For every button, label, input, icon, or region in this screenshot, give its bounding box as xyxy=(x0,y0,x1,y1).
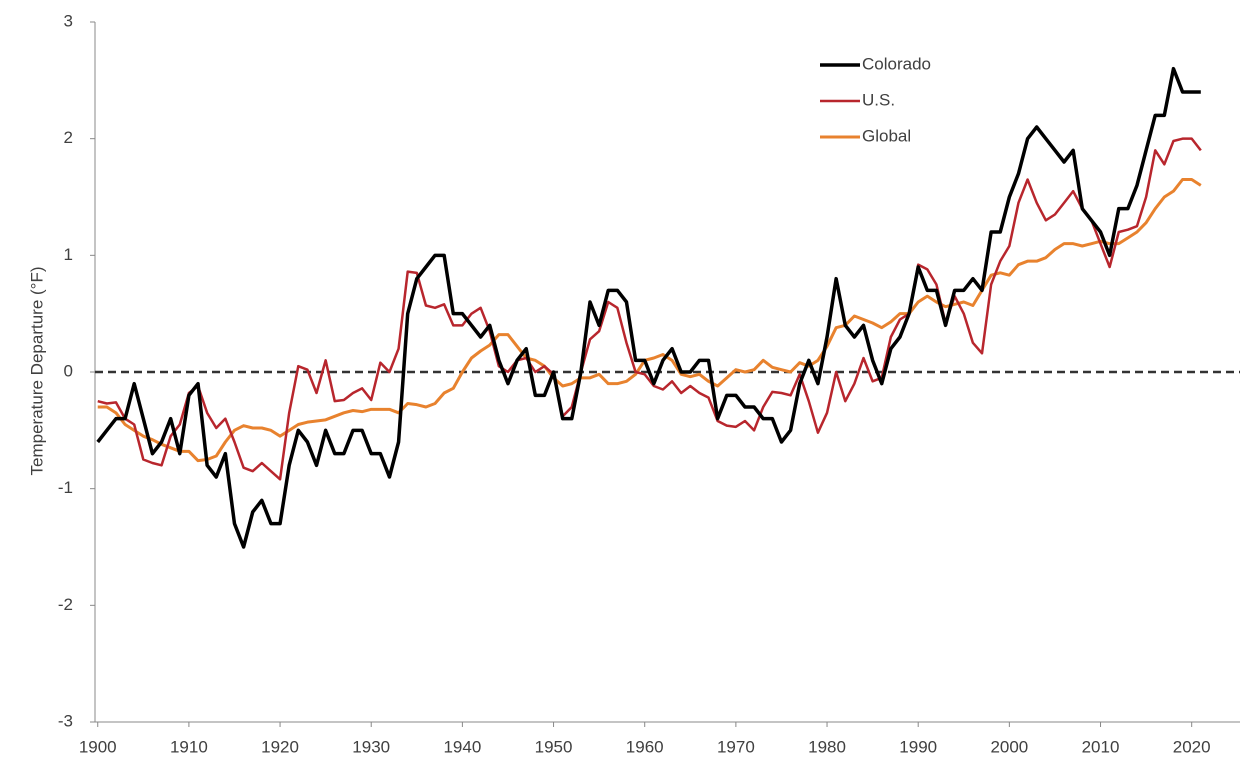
x-tick-label: 1990 xyxy=(899,737,937,756)
series-line xyxy=(97,137,1202,481)
y-tick-label: -3 xyxy=(58,711,73,730)
x-tick-label: 1950 xyxy=(535,737,573,756)
x-tick-label: 2020 xyxy=(1173,737,1211,756)
x-tick-label: 1920 xyxy=(261,737,299,756)
x-tick-label: 1900 xyxy=(79,737,117,756)
y-tick-label: -1 xyxy=(58,478,73,497)
x-tick-label: 1930 xyxy=(352,737,390,756)
y-tick-label: 0 xyxy=(64,361,73,380)
y-tick-label: 2 xyxy=(64,128,73,147)
x-tick-label: 1910 xyxy=(170,737,208,756)
y-tick-label: 1 xyxy=(64,245,73,264)
y-tick-label: -2 xyxy=(58,595,73,614)
x-tick-label: 1960 xyxy=(626,737,664,756)
series-line xyxy=(96,66,1201,549)
legend-label: U.S. xyxy=(862,90,895,109)
x-tick-label: 1980 xyxy=(808,737,846,756)
legend-label: Colorado xyxy=(862,54,931,73)
x-tick-label: 2000 xyxy=(990,737,1028,756)
y-axis-label: Temperature Departure (°F) xyxy=(27,267,46,476)
x-tick-label: 1940 xyxy=(443,737,481,756)
series-line xyxy=(97,178,1202,463)
x-tick-label: 2010 xyxy=(1082,737,1120,756)
y-tick-label: 3 xyxy=(64,11,73,30)
legend-label: Global xyxy=(862,126,911,145)
x-tick-label: 1970 xyxy=(717,737,755,756)
